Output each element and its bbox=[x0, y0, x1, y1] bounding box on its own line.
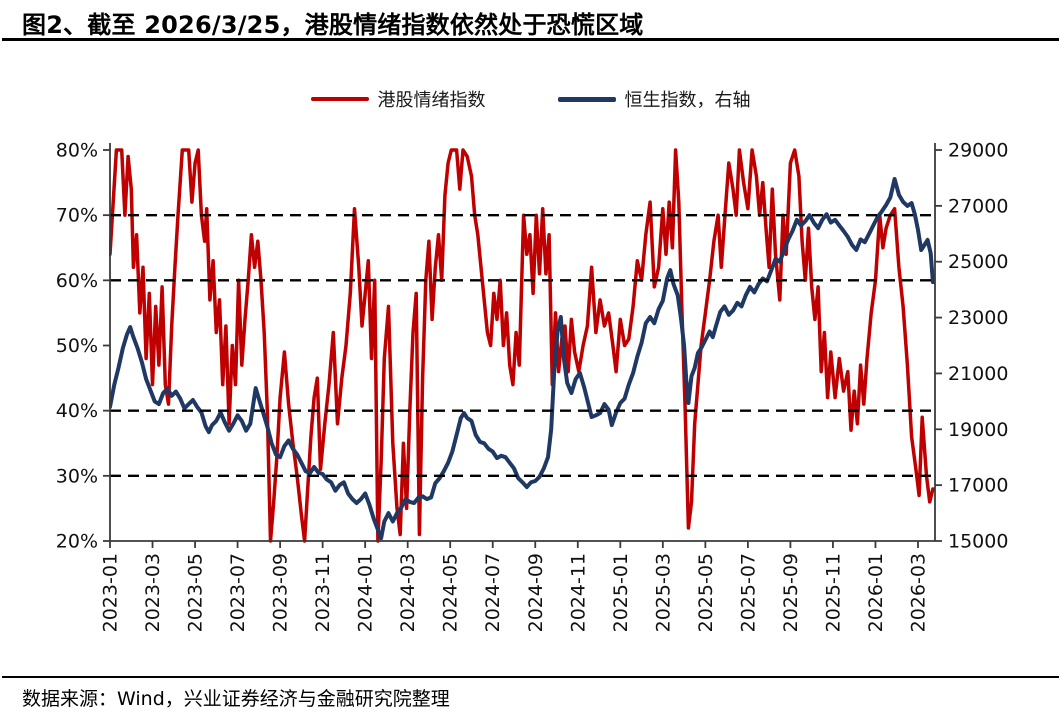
x-tick-label: 2023-07 bbox=[227, 553, 249, 632]
right-tick-label: 29000 bbox=[948, 140, 1008, 162]
left-tick-label: 80% bbox=[56, 140, 98, 162]
x-tick-label: 2025-05 bbox=[695, 553, 717, 632]
right-tick-label: 17000 bbox=[948, 475, 1008, 497]
left-tick-label: 70% bbox=[56, 205, 98, 227]
hsi-line bbox=[109, 177, 935, 541]
legend-item-hsi: 恒生指数，右轴 bbox=[557, 86, 751, 112]
x-tick-label: 2025-11 bbox=[822, 553, 844, 632]
x-tick-label: 2024-07 bbox=[482, 553, 504, 632]
x-tick-label: 2025-09 bbox=[780, 553, 802, 632]
left-tick-label: 30% bbox=[56, 465, 98, 487]
hsi-line-swatch bbox=[557, 96, 616, 102]
x-tick-label: 2025-03 bbox=[652, 553, 674, 632]
right-tick-label: 23000 bbox=[948, 307, 1008, 329]
legend: 港股情绪指数 恒生指数，右轴 bbox=[0, 86, 1061, 112]
right-tick-label: 15000 bbox=[948, 531, 1008, 553]
legend-item-sentiment: 港股情绪指数 bbox=[310, 86, 486, 112]
data-source: 数据来源：Wind，兴业证券经济与金融研究院整理 bbox=[22, 688, 450, 710]
sentiment-line-swatch bbox=[310, 97, 369, 101]
series-layer bbox=[109, 148, 935, 543]
x-tick-label: 2023-05 bbox=[185, 553, 207, 632]
x-tick-label: 2026-01 bbox=[865, 553, 887, 632]
left-tick-label: 40% bbox=[56, 400, 98, 422]
footer-rule bbox=[2, 676, 1059, 678]
right-tick-label: 25000 bbox=[948, 251, 1008, 273]
right-tick-label: 19000 bbox=[948, 419, 1008, 441]
sentiment-line bbox=[109, 148, 935, 543]
figure-title: 图2、截至 2026/3/25，港股情绪指数依然处于恐慌区域 bbox=[22, 11, 644, 39]
legend-label-hsi: 恒生指数，右轴 bbox=[624, 90, 751, 111]
x-tick-label: 2024-11 bbox=[567, 553, 589, 632]
x-tick-label: 2024-01 bbox=[355, 553, 377, 632]
x-tick-label: 2023-11 bbox=[312, 553, 334, 632]
title-underline bbox=[2, 38, 1059, 41]
right-tick-label: 21000 bbox=[948, 363, 1008, 385]
x-tick-label: 2024-09 bbox=[525, 553, 547, 632]
axes: 20% 30% 40% 50% 60% 70% 80% 15000 17000 19000 2100… bbox=[56, 140, 1009, 633]
x-tick-label: 2024-05 bbox=[440, 553, 462, 632]
x-tick-label: 2025-07 bbox=[737, 553, 759, 632]
legend-label-sentiment: 港股情绪指数 bbox=[377, 90, 486, 111]
x-tick-label: 2023-01 bbox=[100, 553, 122, 632]
right-tick-label: 27000 bbox=[948, 195, 1008, 217]
x-tick-label: 2023-09 bbox=[270, 553, 292, 632]
x-tick-label: 2025-01 bbox=[610, 553, 632, 632]
left-tick-label: 20% bbox=[56, 531, 98, 553]
left-tick-label: 60% bbox=[56, 270, 98, 292]
x-tick-label: 2024-03 bbox=[397, 553, 419, 632]
x-tick-label: 2023-03 bbox=[142, 553, 164, 632]
left-tick-label: 50% bbox=[56, 335, 98, 357]
x-tick-label: 2026-03 bbox=[907, 553, 929, 632]
